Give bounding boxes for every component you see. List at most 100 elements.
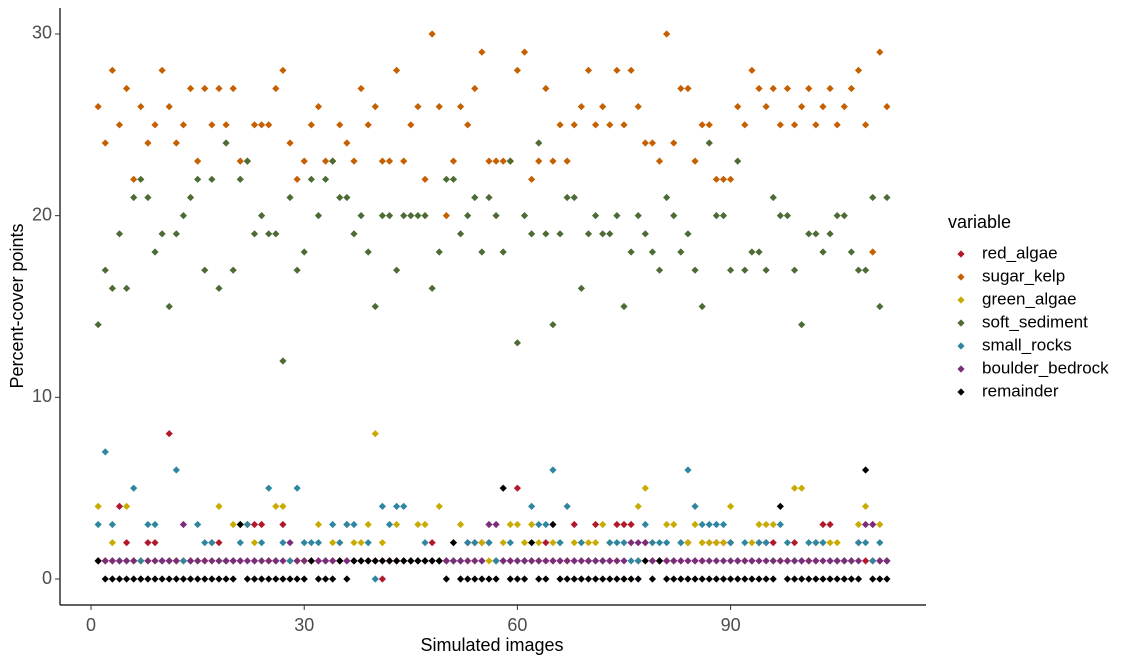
point bbox=[343, 193, 351, 202]
point bbox=[513, 557, 522, 565]
point bbox=[762, 266, 770, 274]
point bbox=[698, 302, 706, 311]
point bbox=[122, 539, 131, 547]
point bbox=[577, 539, 585, 547]
point bbox=[186, 557, 195, 565]
point bbox=[215, 575, 223, 583]
point bbox=[151, 557, 159, 565]
point bbox=[684, 230, 692, 238]
point bbox=[655, 266, 664, 274]
point bbox=[250, 230, 259, 238]
point bbox=[257, 212, 266, 220]
point bbox=[215, 284, 223, 292]
point bbox=[734, 575, 742, 583]
point bbox=[726, 539, 735, 547]
point bbox=[343, 575, 351, 583]
point bbox=[329, 539, 337, 547]
point bbox=[535, 557, 543, 565]
point bbox=[115, 121, 124, 129]
point bbox=[492, 520, 500, 529]
point bbox=[144, 539, 152, 547]
point bbox=[741, 539, 749, 547]
legend-title: variable bbox=[948, 212, 1011, 232]
point bbox=[599, 575, 607, 583]
point bbox=[357, 557, 365, 565]
x-tick-label: 30 bbox=[294, 615, 314, 635]
point bbox=[563, 575, 571, 583]
point bbox=[371, 575, 379, 583]
point bbox=[293, 484, 301, 492]
point bbox=[812, 575, 820, 583]
point bbox=[769, 575, 777, 583]
point bbox=[151, 248, 159, 256]
point bbox=[307, 121, 315, 129]
point bbox=[833, 575, 841, 583]
point bbox=[478, 575, 486, 583]
point bbox=[350, 539, 358, 547]
point bbox=[535, 539, 543, 547]
point bbox=[520, 557, 529, 565]
point bbox=[520, 48, 529, 56]
point bbox=[549, 321, 557, 329]
point bbox=[122, 502, 131, 510]
point bbox=[485, 520, 493, 529]
point bbox=[257, 557, 266, 565]
legend-key bbox=[957, 388, 965, 396]
y-tick-label: 30 bbox=[32, 23, 52, 43]
point bbox=[286, 139, 294, 147]
point bbox=[485, 575, 493, 583]
point bbox=[307, 539, 315, 547]
point bbox=[215, 502, 223, 510]
point bbox=[748, 248, 756, 256]
x-tick-label: 60 bbox=[507, 615, 527, 635]
point bbox=[393, 66, 401, 74]
point bbox=[663, 539, 671, 547]
point bbox=[819, 575, 827, 583]
point bbox=[94, 502, 102, 510]
point bbox=[798, 557, 806, 565]
point bbox=[684, 466, 692, 474]
point bbox=[819, 539, 827, 547]
point bbox=[456, 557, 465, 565]
point bbox=[378, 502, 386, 510]
point bbox=[201, 557, 209, 565]
point bbox=[208, 175, 216, 183]
point bbox=[492, 157, 500, 165]
point bbox=[456, 520, 465, 529]
point bbox=[634, 539, 642, 547]
point bbox=[257, 520, 266, 529]
point bbox=[627, 557, 635, 565]
point bbox=[272, 502, 280, 510]
point bbox=[428, 30, 436, 38]
point bbox=[528, 557, 536, 565]
point bbox=[520, 539, 529, 547]
point bbox=[847, 557, 855, 565]
point bbox=[279, 520, 287, 529]
point bbox=[755, 520, 763, 529]
point bbox=[663, 520, 671, 529]
point bbox=[528, 520, 536, 529]
point bbox=[584, 539, 593, 547]
point bbox=[357, 539, 365, 547]
point bbox=[670, 575, 678, 583]
point bbox=[591, 212, 600, 220]
legend-label: small_rocks bbox=[982, 335, 1072, 354]
point bbox=[215, 539, 223, 547]
point bbox=[371, 103, 379, 111]
point bbox=[286, 557, 294, 565]
legend-label: red_algae bbox=[982, 243, 1058, 262]
x-tick-label: 0 bbox=[86, 615, 96, 635]
point bbox=[201, 266, 209, 274]
point bbox=[236, 157, 244, 165]
point bbox=[641, 139, 649, 147]
point bbox=[506, 557, 514, 565]
point bbox=[279, 357, 287, 365]
point bbox=[542, 575, 550, 583]
point bbox=[613, 575, 621, 583]
point bbox=[506, 520, 514, 529]
point bbox=[101, 557, 109, 565]
point bbox=[542, 557, 550, 565]
point bbox=[115, 557, 124, 565]
legend-key bbox=[957, 319, 965, 327]
point bbox=[279, 575, 287, 583]
